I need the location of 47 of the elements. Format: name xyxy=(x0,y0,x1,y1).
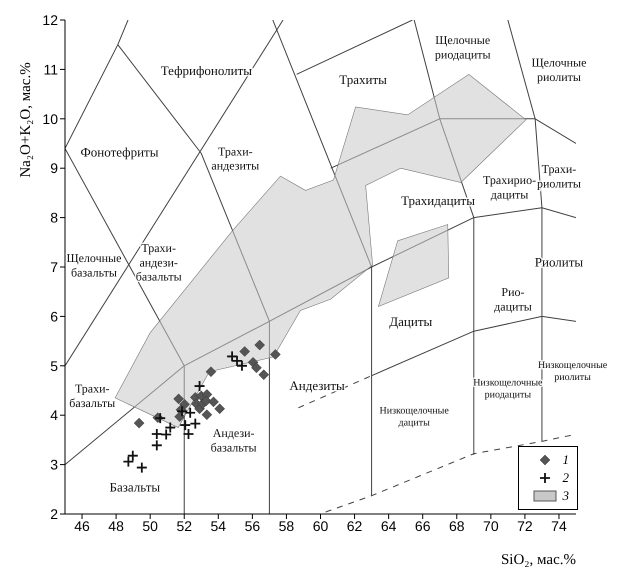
x-tick-label: 56 xyxy=(244,518,260,534)
x-tick-label: 50 xyxy=(142,518,158,534)
x-tick-label: 66 xyxy=(414,518,431,534)
annotation: Щелочные риолиты xyxy=(531,55,586,84)
annotation: Дациты xyxy=(389,314,433,329)
x-tick-label: 60 xyxy=(312,518,328,534)
y-tick-label: 4 xyxy=(50,407,58,424)
annotation: Трахирио- дациты xyxy=(483,172,536,202)
annotation: Низкощелочные дациты xyxy=(380,406,450,429)
x-tick-label: 46 xyxy=(74,518,90,534)
annotation: Базальты xyxy=(110,479,160,494)
x-tick-label: 54 xyxy=(210,518,226,534)
annotation: Щелочные риодациты xyxy=(434,33,491,62)
x-tick-label: 48 xyxy=(108,518,124,534)
annotation: Щелочные базальты xyxy=(66,251,122,280)
legend-label: 1 xyxy=(562,452,569,468)
x-tick-label: 68 xyxy=(448,518,465,534)
x-axis-title: SiO₂, мас.% xyxy=(500,552,576,568)
y-tick-label: 5 xyxy=(50,358,58,374)
y-tick-label: 8 xyxy=(50,210,58,226)
x-tick-label: 74 xyxy=(551,518,567,534)
y-tick-label: 2 xyxy=(50,506,58,522)
annotation: Трахи- андезиты xyxy=(211,144,260,173)
y-tick-label: 6 xyxy=(50,308,58,324)
y-tick-label: 11 xyxy=(43,61,58,78)
annotation: Фонотефриты xyxy=(80,144,159,160)
annotation: Тефрифонолиты xyxy=(160,62,252,78)
legend-label: 3 xyxy=(562,488,569,504)
x-tick-label: 72 xyxy=(517,518,533,534)
annotation: Андезиты xyxy=(289,378,346,394)
annotation: Трахиты xyxy=(339,72,388,87)
legend-label: 2 xyxy=(562,470,569,486)
annotation: Трахи- базальты xyxy=(69,381,116,410)
x-tick-label: 62 xyxy=(346,518,363,534)
y-tick-label: 7 xyxy=(50,258,58,275)
y-tick-label: 9 xyxy=(50,160,58,176)
y-tick-label: 10 xyxy=(42,110,58,127)
annotation: Андези- базальты xyxy=(210,426,257,454)
y-tick-label: 12 xyxy=(42,12,58,28)
x-tick-label: 64 xyxy=(380,518,397,534)
y-tick-label: 3 xyxy=(50,456,58,473)
y-axis-title: Na₂O+K₂O, мас.% xyxy=(18,62,34,178)
x-tick-label: 52 xyxy=(176,518,192,534)
x-tick-label: 70 xyxy=(483,518,499,534)
x-tick-label: 58 xyxy=(278,518,294,534)
annotation: Рио- дациты xyxy=(494,285,532,314)
annotation: Трахи- андези- базальты xyxy=(136,240,182,284)
